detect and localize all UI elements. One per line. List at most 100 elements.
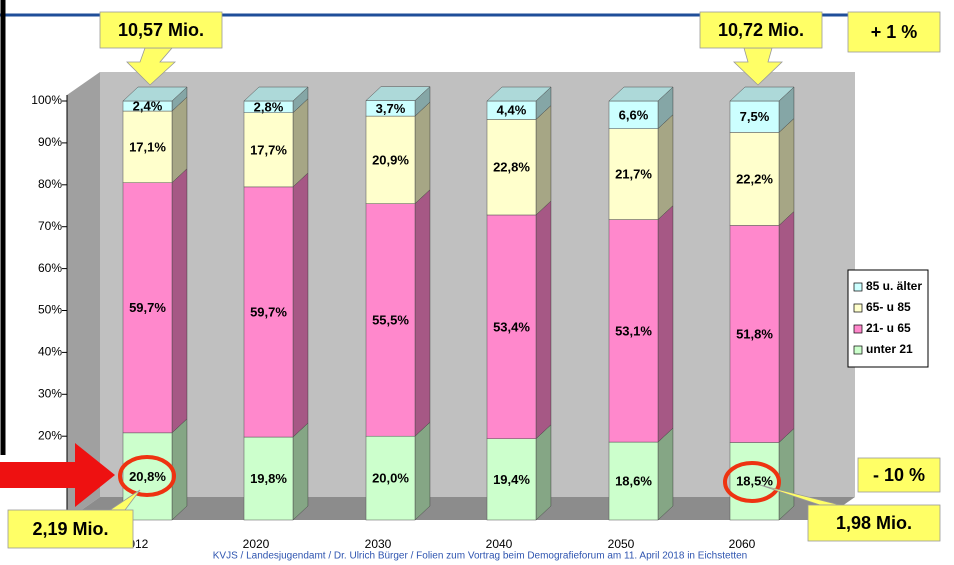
bar-top-shade	[244, 87, 308, 101]
callout-box	[857, 457, 941, 493]
red-arrow	[0, 443, 115, 507]
bar	[608, 128, 659, 220]
data-label: 18,5%	[736, 474, 773, 489]
bar	[729, 132, 780, 226]
y-tick-label: 50%	[38, 303, 62, 317]
bar	[365, 115, 416, 204]
legend-label: 21- u 65	[866, 321, 911, 335]
bar-top-shade	[609, 87, 673, 101]
data-label: 55,5%	[372, 312, 409, 327]
callout-box	[807, 504, 941, 542]
bar-side-shade	[536, 424, 551, 520]
data-label: 7,5%	[740, 109, 770, 124]
bar-side-shade	[293, 423, 308, 520]
data-label: 21,7%	[615, 167, 652, 182]
legend-swatch	[853, 324, 863, 334]
bar-side-shade	[415, 86, 430, 117]
bar	[729, 225, 780, 443]
data-label: 2,4%	[133, 98, 163, 113]
data-label: 3,7%	[376, 101, 406, 116]
bar-side-shade	[779, 87, 794, 133]
bar-side-shade	[536, 200, 551, 439]
data-label: 59,7%	[250, 304, 287, 319]
bar	[365, 203, 416, 437]
data-label: 6,6%	[619, 107, 649, 122]
y-tick-label: 30%	[38, 386, 62, 400]
bar-side-shade	[536, 87, 551, 120]
data-label: 20,0%	[372, 471, 409, 486]
plot: 10%20%30%40%50%60%70%80%90%100%20,8%59,7…	[31, 86, 795, 551]
highlight-circle	[118, 455, 176, 497]
bar-top	[729, 86, 795, 102]
bar	[608, 441, 659, 521]
bar-top	[365, 86, 431, 101]
x-tick-label: 2050	[608, 537, 635, 551]
data-label: 19,4%	[493, 472, 530, 487]
bar-side-shade	[415, 189, 430, 437]
callout-text: 10,57 Mio.	[118, 20, 204, 40]
bar-top-shade	[730, 87, 794, 101]
callout-text: 2,19 Mio.	[32, 519, 108, 539]
bar-side-shade	[658, 114, 673, 220]
bar-side-shade	[415, 102, 430, 204]
legend-label: unter 21	[866, 342, 913, 356]
bar-top	[608, 86, 674, 102]
overlay: 85 u. älter 65- u 85 21- u 65 unter 21 10,57…	[0, 11, 941, 549]
bar-top	[486, 86, 552, 102]
bar	[122, 110, 173, 183]
footer: KVJS / Landesjugendamt / Dr. Ulrich Bürg…	[213, 551, 748, 562]
callout-text: - 10 %	[873, 465, 925, 485]
callout-box	[699, 11, 823, 49]
bar-side-shade	[172, 87, 187, 112]
x-tick-label: 2060	[729, 537, 756, 551]
bar-side-shade	[658, 87, 673, 129]
y-tick-label: 80%	[38, 177, 62, 191]
side-wall	[67, 72, 100, 520]
bar-side-shade	[658, 205, 673, 443]
bar	[486, 119, 537, 216]
y-tick-label: 20%	[38, 428, 62, 442]
x-tick-label: 2030	[365, 537, 392, 551]
legend-swatch	[853, 303, 863, 313]
bar	[243, 112, 294, 188]
bar	[122, 432, 173, 521]
y-tick-label: 60%	[38, 261, 62, 275]
data-label: 20,8%	[129, 469, 166, 484]
data-label: 22,2%	[736, 171, 773, 186]
y-tick-label: 100%	[31, 93, 62, 107]
bar-top	[243, 86, 309, 102]
bar-side-shade	[172, 168, 187, 433]
y-tick-label: 90%	[38, 135, 62, 149]
bar-side-shade	[172, 97, 187, 183]
bar-top-shade	[123, 87, 187, 101]
bar	[729, 100, 780, 133]
callout-text: 10,72 Mio.	[718, 20, 804, 40]
bar	[122, 182, 173, 434]
bar	[608, 219, 659, 443]
bar	[243, 186, 294, 438]
callout-text: + 1 %	[871, 22, 918, 42]
legend-swatch	[853, 345, 863, 355]
x-tick-label: 2020	[243, 537, 270, 551]
bar-side-shade	[779, 428, 794, 520]
y-tick-label: 40%	[38, 345, 62, 359]
bar-side-shade	[779, 118, 794, 226]
bar-top	[122, 86, 188, 102]
data-label: 2,8%	[254, 99, 284, 114]
bar-side-shade	[779, 211, 794, 443]
bar-side-shade	[172, 418, 187, 520]
highlight-circle	[723, 461, 781, 503]
bar-side-shade	[293, 87, 308, 113]
data-label: 22,8%	[493, 160, 530, 175]
data-label: 4,4%	[497, 103, 527, 118]
bar	[729, 442, 780, 521]
data-label: 53,4%	[493, 319, 530, 334]
bar-side-shade	[658, 428, 673, 520]
bar-side-shade	[293, 172, 308, 438]
callout-box	[847, 11, 941, 53]
legend-label: 65- u 85	[866, 300, 911, 314]
data-label: 20,9%	[372, 152, 409, 167]
data-label: 17,7%	[250, 142, 287, 157]
data-label: 18,6%	[615, 473, 652, 488]
